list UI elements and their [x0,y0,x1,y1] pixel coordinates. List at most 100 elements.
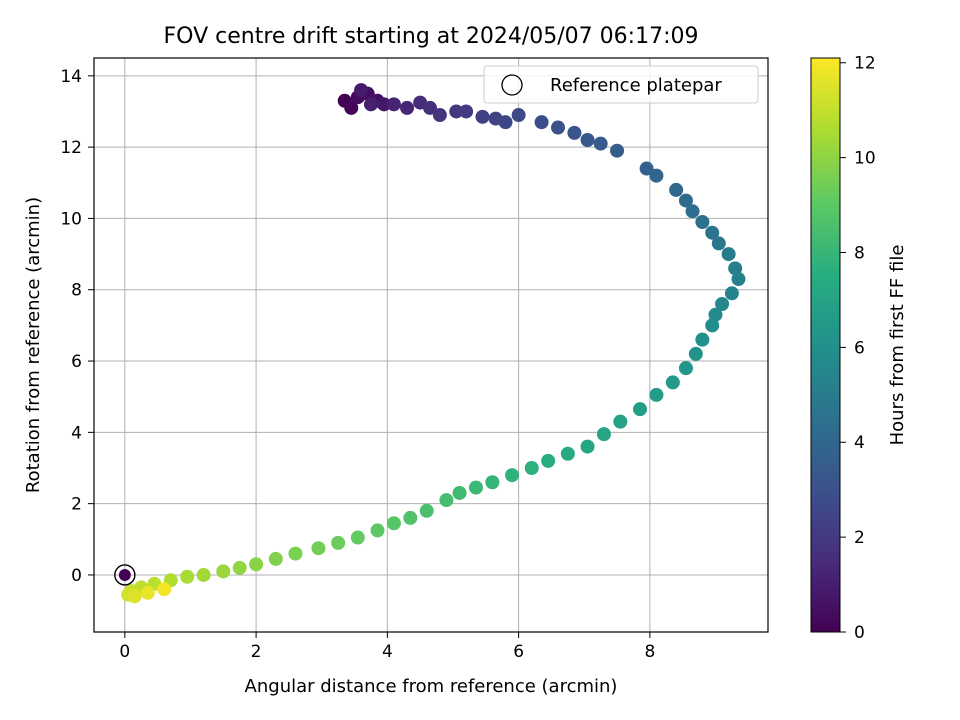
data-point [613,414,628,429]
data-point [685,204,700,219]
data-point [449,104,464,119]
plot-frame [93,57,769,633]
data-point [485,475,500,490]
x-tick-label: 4 [382,642,393,662]
data-point [541,453,556,468]
data-point [311,541,326,556]
data-point [639,161,654,176]
data-point [439,493,454,508]
data-point [610,143,625,158]
data-point [665,375,680,390]
data-point [196,567,211,582]
colorbar-ticks: 0 2 4 6 8 10 12 [840,54,876,643]
y-tick-label: 14 [60,67,82,87]
data-point [695,332,710,347]
data-point [452,485,467,500]
data-point [140,585,155,600]
data-point [232,560,247,575]
data-point [524,461,539,475]
data-point [403,510,418,525]
y-tick-label: 0 [71,566,82,586]
colorbar-label: Hours from first FF file [887,245,908,446]
data-point [708,307,723,322]
colorbar-tick-label: 0 [854,623,865,643]
colorbar-tick-label: 2 [854,528,865,548]
x-tick-label: 6 [513,642,524,662]
data-point [350,530,365,545]
data-point [377,97,392,112]
x-axis-ticks: 0 2 4 6 8 [119,632,655,662]
legend-label: Reference platepar [550,75,722,96]
reference-marker [114,564,136,586]
colorbar-tick-label: 12 [854,54,876,74]
x-axis-label: Angular distance from reference (arcmin) [245,676,618,697]
data-point [731,272,746,287]
data-point [344,100,359,115]
legend: Reference platepar [483,65,759,104]
data-point [400,100,415,115]
data-point [423,100,438,115]
y-tick-label: 8 [71,281,82,301]
data-point [386,97,401,112]
data-point [475,109,490,124]
data-point [249,557,264,572]
data-point [715,297,730,311]
colorbar-tick-label: 10 [854,149,876,169]
data-point [678,193,693,208]
data-point [728,261,743,276]
colorbar-tick-label: 6 [854,338,865,358]
y-tick-label: 4 [71,423,82,443]
y-tick-label: 2 [71,495,82,515]
data-point [127,589,142,604]
y-axis-label: Rotation from reference (arcmin) [23,197,44,493]
data-point [633,402,648,417]
data-point [688,346,703,361]
data-point [288,546,303,561]
data-point [596,427,611,442]
reference-dot [118,568,131,581]
x-tick-label: 8 [644,642,655,662]
data-point [459,104,474,119]
data-point [363,97,378,112]
data-point [580,133,595,147]
data-point [419,503,434,518]
colorbar-gradient [810,57,841,633]
colorbar-tick-label: 4 [854,433,865,453]
data-point [468,480,483,495]
data-point [711,236,726,251]
data-point [649,168,664,183]
data-point [354,83,369,98]
data-point [705,225,720,240]
x-tick-label: 0 [119,642,130,662]
data-point [550,120,565,135]
data-point [724,286,739,301]
y-tick-label: 12 [60,138,82,158]
data-point [511,108,526,123]
data-point [370,523,385,538]
grid-lines [94,58,768,632]
y-axis-ticks: 0 2 4 6 8 10 12 14 [60,67,94,586]
data-point [534,115,549,130]
data-point [331,535,346,550]
data-point [386,516,401,531]
data-point [432,108,447,123]
data-point [498,115,513,130]
data-point [678,361,693,376]
data-point [649,387,664,402]
chart-title: FOV centre drift starting at 2024/05/07 … [164,24,699,49]
data-point [695,215,710,229]
data-points [114,83,746,604]
y-tick-label: 10 [60,209,82,229]
data-point [560,446,575,461]
colorbar: 0 2 4 6 8 10 12 Hours from first FF file [810,54,908,643]
legend-marker-icon [501,74,523,96]
data-point [669,182,684,197]
data-point [580,439,595,454]
colorbar-tick-label: 8 [854,243,865,263]
y-tick-label: 6 [71,352,82,372]
data-point [593,136,608,151]
legend-box [483,65,759,104]
data-point [505,468,520,483]
